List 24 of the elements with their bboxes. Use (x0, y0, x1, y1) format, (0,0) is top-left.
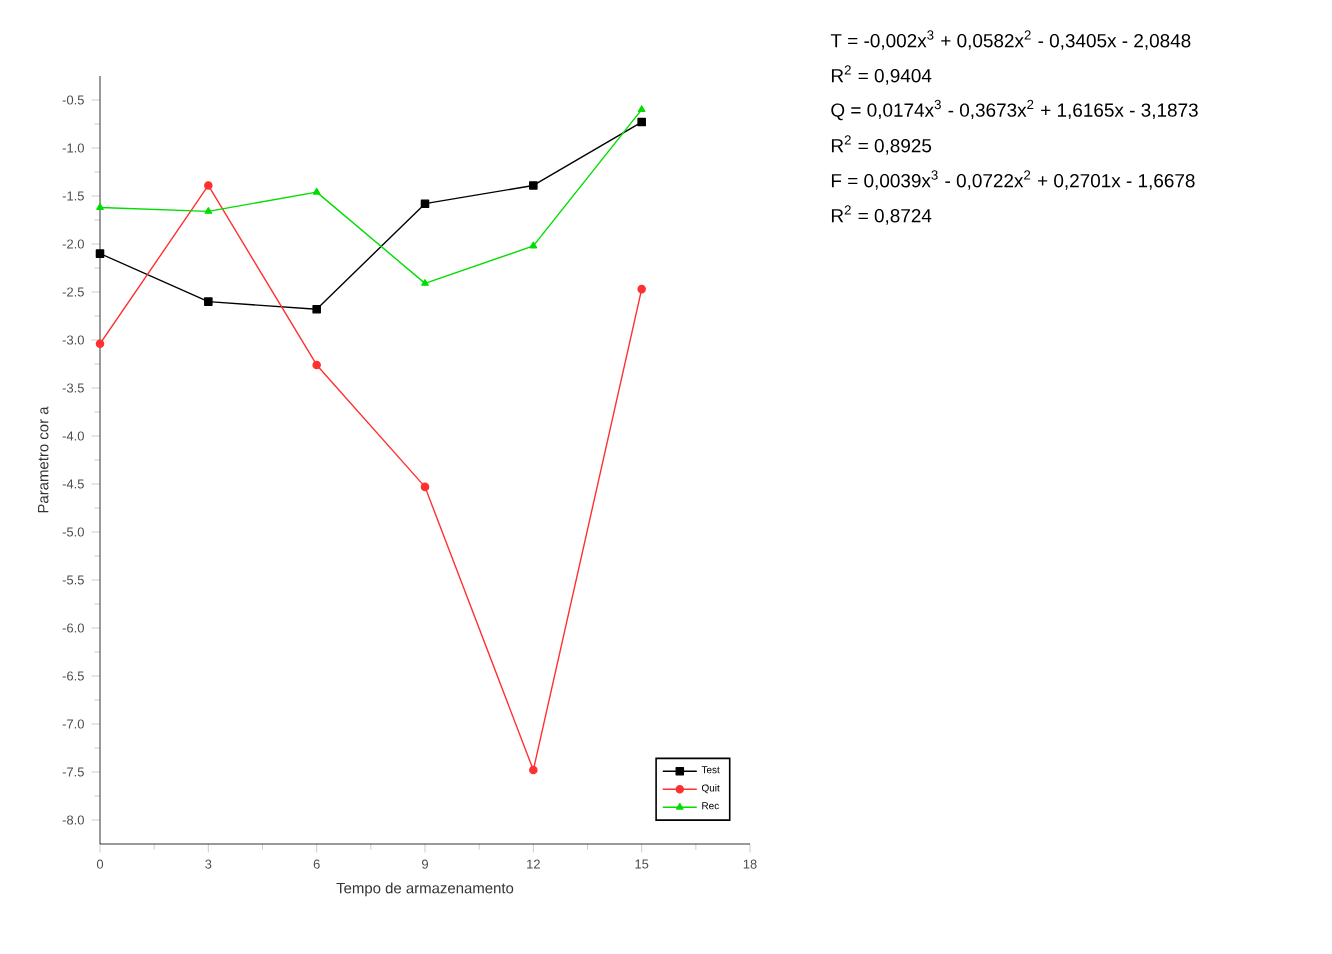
point (420, 482, 430, 492)
point (637, 117, 646, 127)
point (312, 304, 321, 314)
text: T = -0,002x$^{3}$ + 0,0582x$^{2}$ - 0,3405x - 2,0848 (830, 30, 1191, 50)
point (529, 765, 538, 775)
point (204, 297, 213, 306)
text: R$^{2}$ = 0,8925 (831, 135, 932, 155)
text: R$^{2}$ = 0,8724 (831, 205, 932, 225)
point (96, 203, 104, 211)
point (637, 105, 646, 113)
point (312, 360, 321, 370)
point (420, 199, 430, 208)
point (529, 241, 538, 249)
text: F = 0,0039x$^{3}$ - 0,0722x$^{2}$ + 0,2701x - 1,6678 (831, 170, 1195, 190)
point (637, 284, 646, 294)
point (421, 279, 429, 286)
point (204, 181, 213, 190)
point (95, 339, 105, 349)
point (529, 181, 538, 190)
text: Q = 0,0174x$^{3}$ - 0,3673x$^{2}$ + 1,6165x - 3,1873 (831, 99, 1198, 121)
point (204, 207, 213, 214)
point (95, 249, 105, 258)
text: R$^{2}$ = 0,9404 (831, 65, 932, 85)
point (312, 187, 321, 195)
